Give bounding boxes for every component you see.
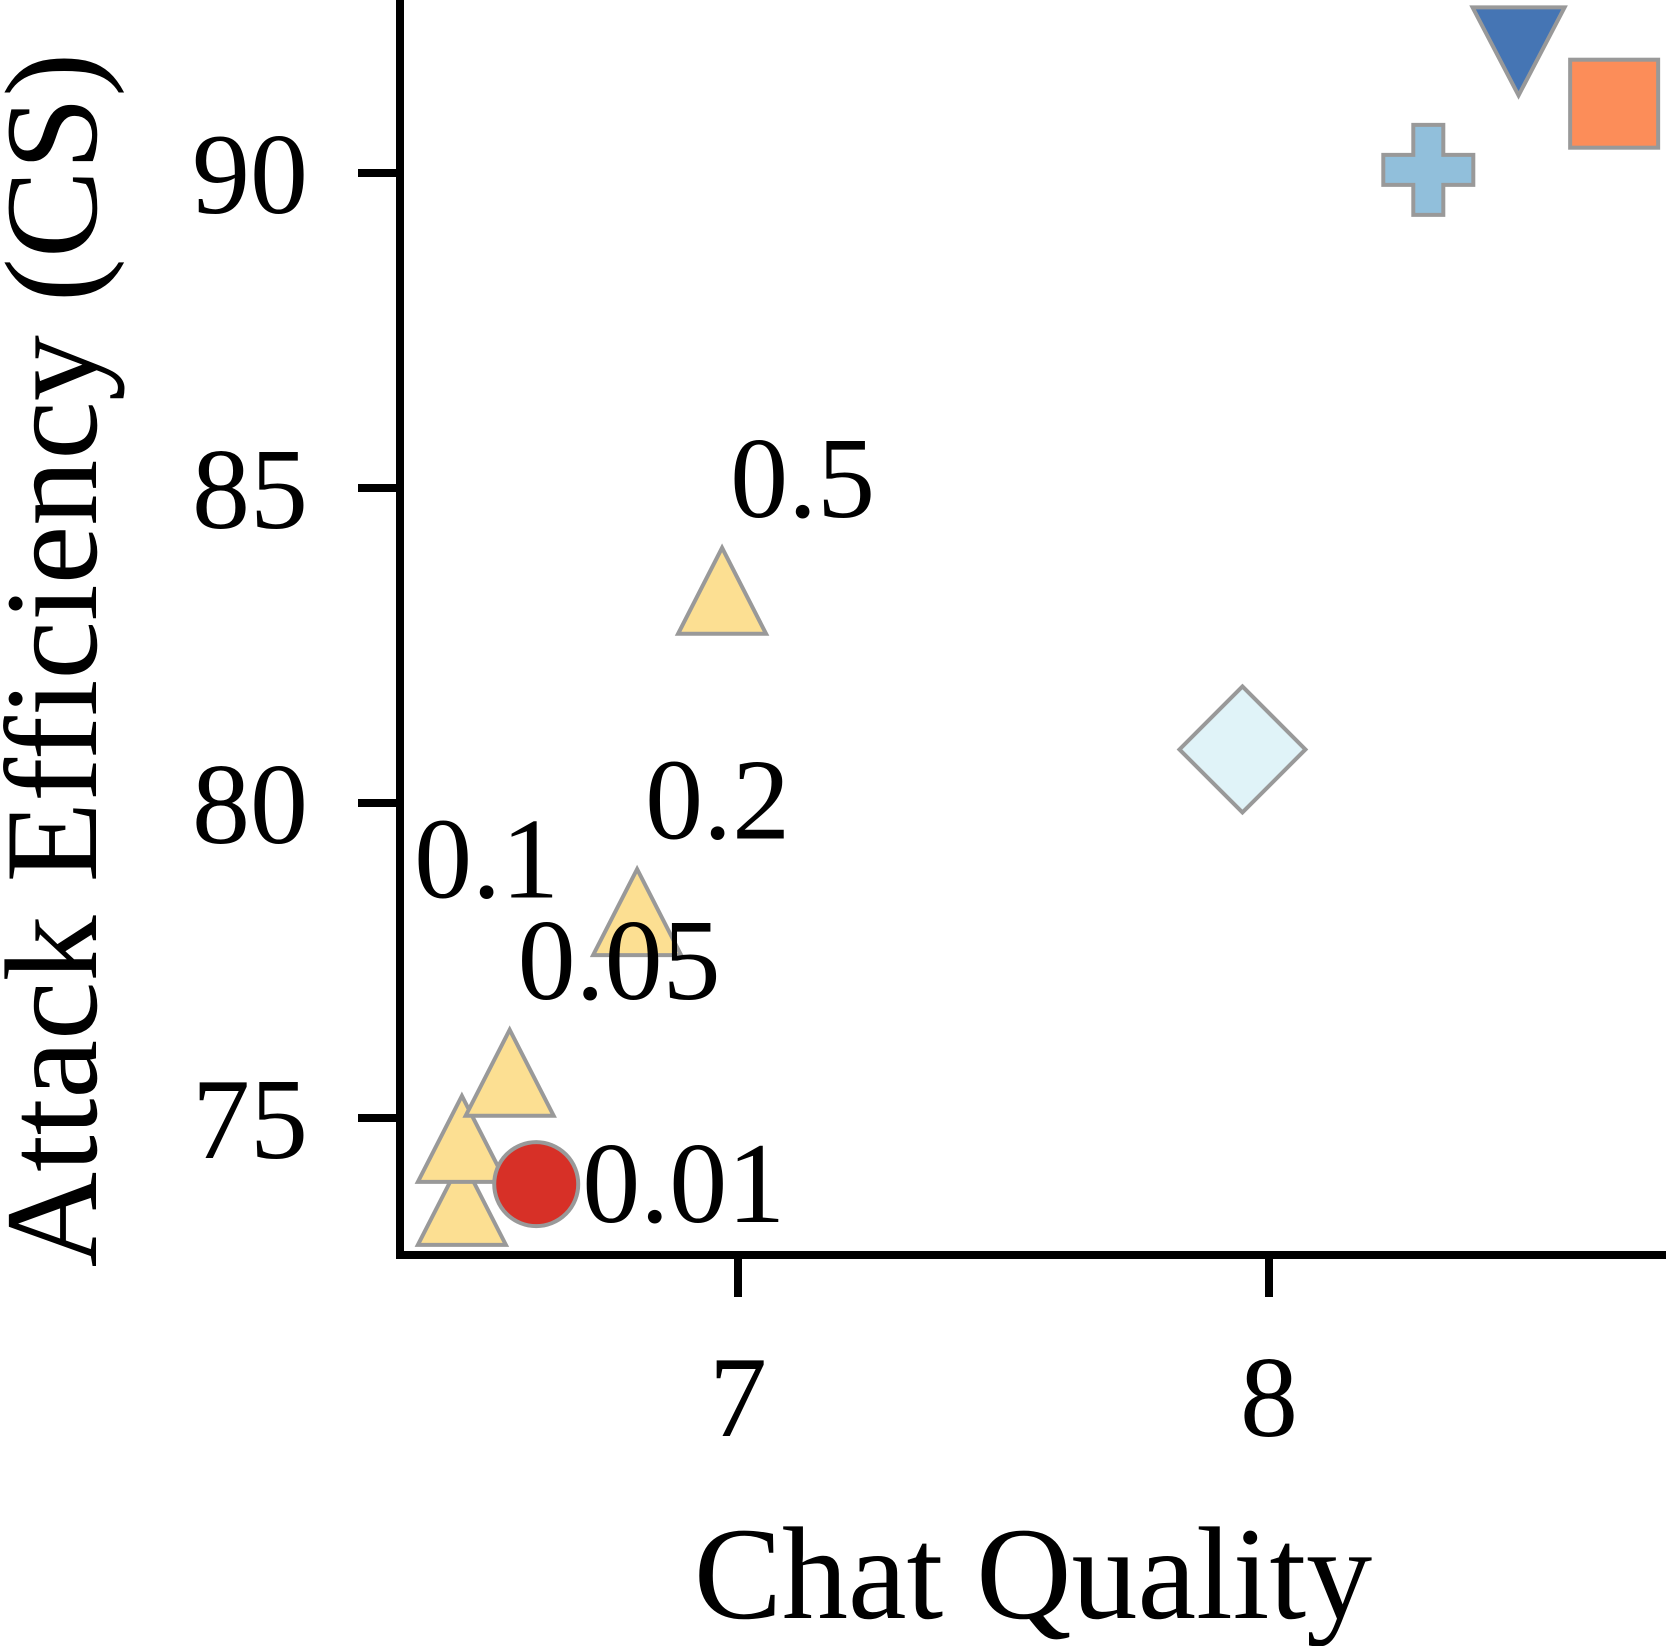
point-label-0-5: 0.5 [730, 415, 875, 543]
y-tick-label-75: 75 [192, 1056, 308, 1184]
triangle-up-marker-2 [462, 1025, 557, 1118]
y-tick-label-90: 90 [192, 111, 308, 239]
point-label-0-01: 0.01 [582, 1120, 785, 1248]
x-tick-label-8: 8 [1240, 1334, 1298, 1462]
x-axis-title: Chat Quality [694, 1500, 1372, 1646]
annotation-label-0: 0.1 [414, 796, 559, 924]
triangle-up-marker-1 [414, 1091, 510, 1184]
y-axis-title: Attack Efficiency (CS) [0, 53, 125, 1268]
point-label-0-05: 0.05 [518, 897, 721, 1025]
triangle-up-marker-3 [589, 864, 685, 958]
triangle-down-marker-0 [1469, 5, 1568, 100]
plus-marker-0 [1381, 122, 1476, 217]
triangle-up-marker-0 [414, 1154, 510, 1247]
diamond-marker-0 [1176, 683, 1309, 816]
point-labels: 0.05 0.2 0.5 0.01 0.1 [414, 415, 875, 1248]
point-label-0-2: 0.2 [645, 736, 790, 864]
y-tick-label-80: 80 [192, 741, 308, 869]
x-tick-label-7: 7 [709, 1334, 767, 1462]
circle-marker-0 [492, 1140, 581, 1229]
square-marker-0 [1568, 57, 1661, 150]
data-marks [414, 5, 1661, 1247]
axes: 75 80 85 90 7 8 [192, 0, 1666, 1462]
triangle-up-marker-4 [674, 543, 770, 636]
y-tick-label-85: 85 [192, 426, 308, 554]
